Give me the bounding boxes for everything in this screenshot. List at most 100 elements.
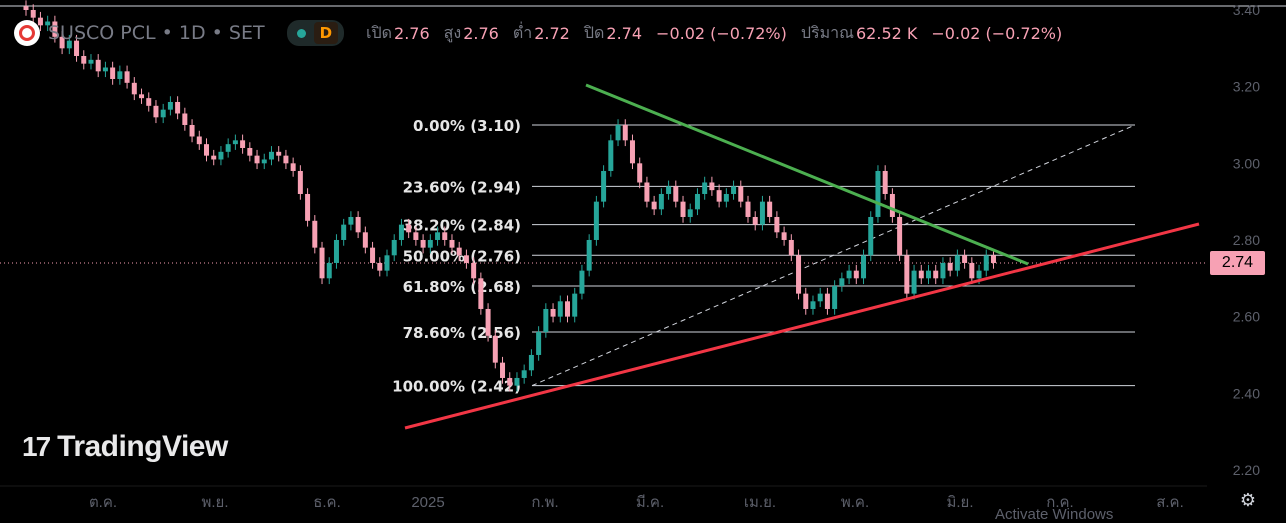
change-value: −0.02 (−0.72%) [656, 23, 787, 43]
candle-body [218, 151, 224, 160]
symbol-title[interactable]: SUSCO PCL • 1D • SET [48, 22, 265, 44]
candle-body [139, 94, 145, 99]
volume-change-value: −0.02 (−0.72%) [931, 23, 1063, 43]
symbol-logo-icon [14, 20, 40, 46]
candle-body [196, 136, 202, 145]
support-trendline[interactable] [404, 222, 1200, 430]
candle-body [160, 109, 166, 118]
candle-body [45, 21, 51, 26]
candle-body [478, 278, 484, 309]
close-label: ปิด [583, 22, 605, 42]
time-axis-tick-label: ก.พ. [531, 494, 558, 511]
candle-body [384, 255, 390, 271]
candle-body [232, 140, 238, 145]
candle-body [962, 255, 968, 263]
candle-body [550, 308, 556, 317]
candle-body [731, 186, 737, 194]
price-axis-tick-label: 3.20 [1233, 79, 1260, 95]
tradingview-watermark: 17 TradingView [22, 430, 228, 464]
candle-body [752, 216, 758, 225]
candle-body [918, 270, 924, 279]
resistance-trendline[interactable] [585, 83, 1029, 266]
time-axis-tick-label: ก.ค. [1046, 494, 1073, 511]
candle-body [59, 36, 65, 49]
candle-body [124, 71, 130, 83]
candle-body [500, 362, 506, 378]
candle-body [110, 67, 116, 79]
time-axis-tick-label: มิ.ย. [946, 494, 973, 511]
market-status-pill[interactable]: D [286, 20, 345, 46]
candle-body [940, 262, 946, 279]
candle-body [557, 301, 563, 317]
candle-body [774, 216, 780, 233]
time-axis-tick-label: ธ.ค. [313, 494, 341, 511]
candle-body [283, 155, 289, 164]
candle-body [37, 17, 43, 26]
fib-level-label: 100.00% (2.42) [392, 378, 521, 396]
candle-body [333, 239, 339, 263]
candle-body [102, 67, 108, 72]
market-open-dot-icon [296, 28, 306, 38]
candle-body [846, 270, 852, 279]
last-price-tag: 2.74 [1210, 251, 1265, 275]
candle-body [268, 151, 274, 160]
activate-windows-text: Activate Windows [995, 506, 1114, 523]
delayed-badge: D [313, 22, 339, 44]
candle-body [507, 377, 513, 386]
candle-body [608, 140, 614, 171]
candle-body [882, 170, 888, 194]
high-label: สูง [443, 22, 462, 42]
candle-body [954, 255, 960, 271]
candle-body [442, 232, 448, 240]
candle-body [247, 147, 253, 156]
candle-body [348, 216, 354, 225]
volume-label: ปริมาณ [800, 22, 854, 42]
candle-body [673, 186, 679, 202]
candle-body [644, 182, 650, 202]
candle-body [74, 40, 80, 56]
volume-value: 62.52 K [856, 23, 918, 43]
candle-body [983, 255, 989, 271]
candle-body [536, 331, 542, 355]
candle-body [861, 255, 867, 279]
candle-body [449, 239, 455, 248]
candle-body [976, 270, 982, 279]
watermark-text: TradingView [57, 430, 228, 463]
candle-body [565, 301, 570, 317]
candle-body [716, 190, 722, 202]
candle-body [875, 170, 881, 217]
time-axis-tick-label: 2025 [411, 494, 444, 511]
candle-body [225, 144, 231, 152]
candle-body [182, 113, 188, 125]
candle-body [514, 377, 520, 386]
candle-body [593, 201, 599, 240]
low-label: ต่ำ [512, 22, 533, 42]
candle-body [413, 232, 419, 240]
candle-body [781, 232, 787, 240]
candle-body [391, 239, 397, 256]
candle-body [406, 224, 412, 233]
candle-body [240, 140, 246, 148]
candle-body [312, 220, 318, 248]
candle-body [297, 170, 303, 194]
candle-body [990, 255, 996, 263]
candle-body [723, 193, 729, 202]
candle-body [824, 293, 830, 309]
candle-body [370, 247, 376, 263]
candle-body [254, 155, 260, 164]
candle-body [276, 151, 282, 156]
candle-body [204, 144, 209, 156]
candle-body [290, 163, 296, 171]
candle-body [687, 209, 693, 217]
candle-body [30, 10, 36, 18]
candle-body [586, 239, 592, 271]
candle-body [853, 270, 859, 279]
candle-body [629, 140, 635, 164]
candle-body [131, 82, 137, 95]
candle-body [463, 255, 469, 263]
close-value: 2.74 [606, 23, 643, 43]
settings-gear-icon[interactable]: ⚙ [1239, 490, 1257, 511]
candle-body [637, 163, 643, 183]
fib-level-label: 50.00% (2.76) [403, 247, 521, 265]
